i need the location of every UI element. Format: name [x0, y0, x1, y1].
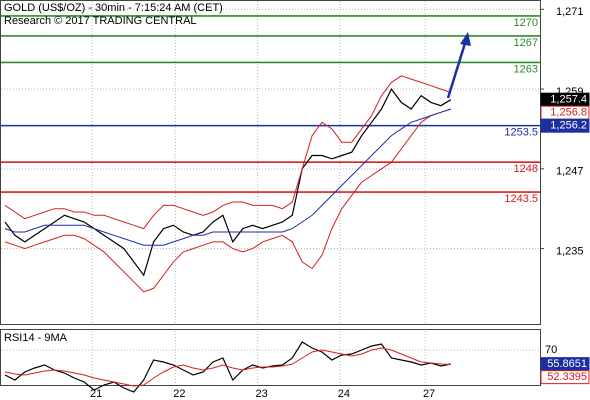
y-tick-label: 1,247 [556, 166, 584, 178]
forecast-arrow [446, 39, 468, 99]
rsi-tick-label: 70 [545, 344, 557, 356]
level-label: 1248 [514, 163, 538, 175]
price-line [4, 108, 451, 293]
chart-title: GOLD (US$/OZ) - 30min - 7:15:24 AM (CET) [4, 2, 223, 14]
rsi-tag: 52.3395 [547, 371, 587, 383]
rsi-line [4, 347, 451, 387]
price-line [4, 75, 451, 230]
level-label: 1270 [514, 17, 538, 29]
price-line [4, 87, 452, 277]
level-label: 1253.5 [504, 127, 538, 139]
rsi-tag: 55.8651 [547, 358, 587, 370]
price-tag: 1,256.8 [550, 107, 587, 119]
x-tick-label: 24 [338, 388, 350, 400]
level-label: 1267 [514, 37, 538, 49]
arrow-head [460, 32, 471, 46]
price-tag-box [540, 118, 590, 133]
y-tick-label: 1,271 [556, 6, 584, 18]
level-label: 1243.5 [504, 193, 538, 205]
rsi-panel [0, 329, 541, 386]
chart-subtitle: Research © 2017 TRADING CENTRAL [4, 15, 197, 27]
price-tag: 1,257.4 [550, 94, 587, 106]
x-tick-label: 23 [255, 388, 267, 400]
price-tag: 1,256.2 [550, 120, 587, 132]
price-line [4, 108, 451, 246]
level-label: 1263 [514, 63, 538, 75]
x-tick-label: 27 [423, 388, 435, 400]
rsi-title: RSI14 - 9MA [4, 332, 68, 344]
rsi-tag-box [540, 370, 590, 385]
x-tick-label: 22 [173, 388, 185, 400]
rsi-line [4, 341, 451, 393]
y-tick-label: 1,235 [556, 245, 584, 257]
x-tick-label: 21 [90, 388, 102, 400]
